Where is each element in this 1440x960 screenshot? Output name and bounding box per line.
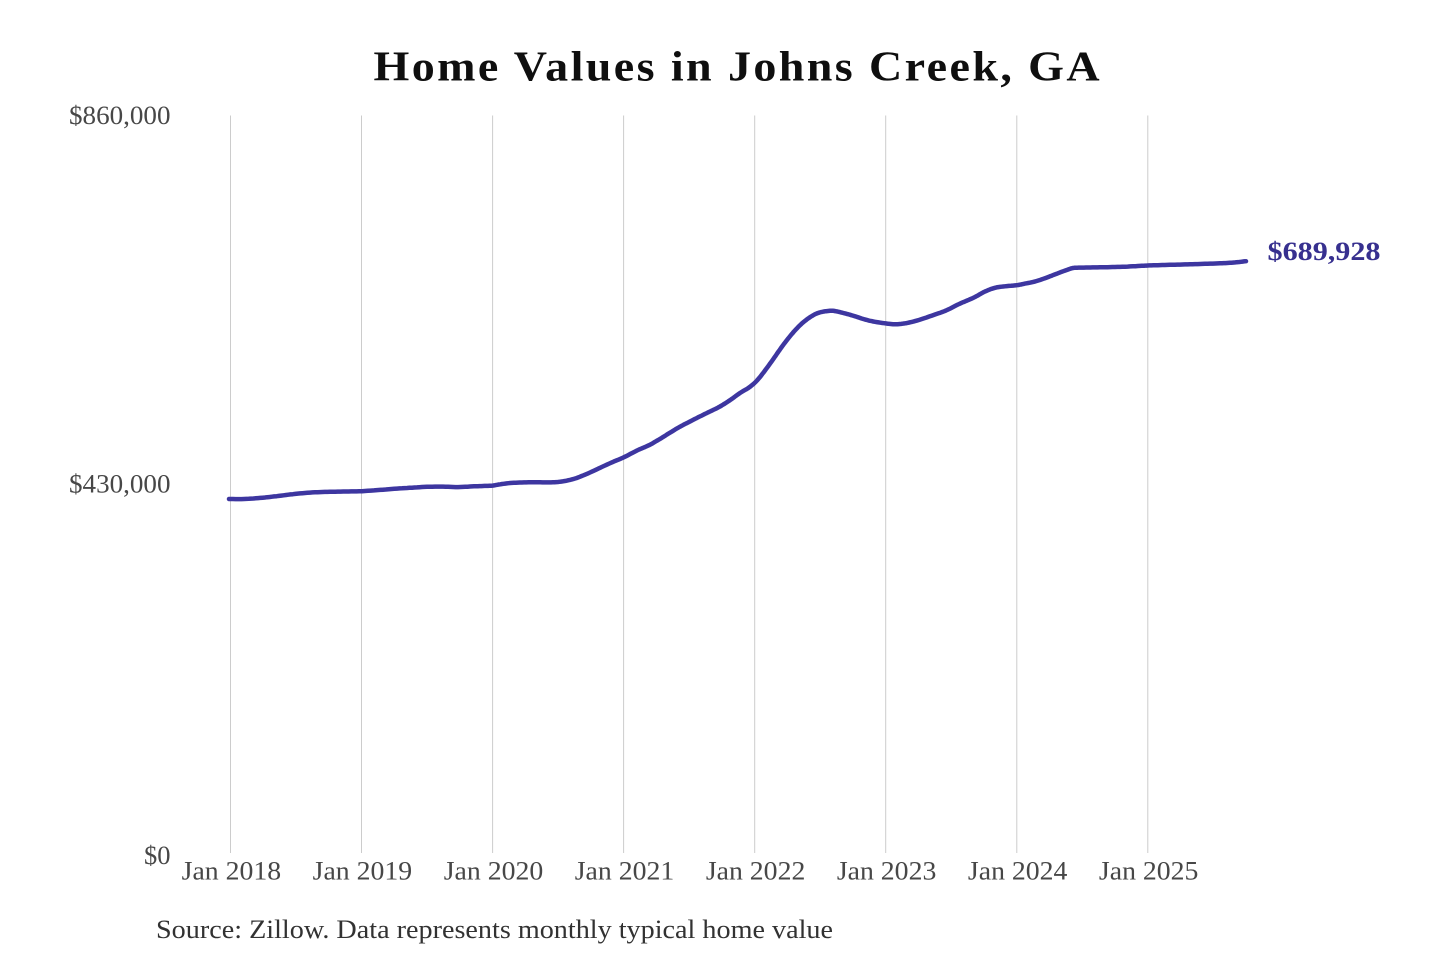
svg-text:Jan 2020: Jan 2020 <box>444 857 544 886</box>
svg-text:$689,928: $689,928 <box>1268 237 1381 266</box>
svg-text:Home Values in Johns Creek, GA: Home Values in Johns Creek, GA <box>374 44 1103 90</box>
svg-text:Jan 2019: Jan 2019 <box>313 857 413 886</box>
svg-text:$860,000: $860,000 <box>69 101 171 130</box>
svg-text:Jan 2022: Jan 2022 <box>706 857 806 886</box>
svg-text:$430,000: $430,000 <box>69 470 171 499</box>
svg-text:Jan 2025: Jan 2025 <box>1099 857 1199 886</box>
svg-text:Jan 2023: Jan 2023 <box>837 857 937 886</box>
svg-text:Source: Zillow. Data represent: Source: Zillow. Data represents monthly … <box>156 915 833 944</box>
svg-text:$0: $0 <box>144 841 171 870</box>
svg-text:Jan 2024: Jan 2024 <box>968 857 1068 886</box>
svg-text:Jan 2021: Jan 2021 <box>575 857 675 886</box>
svg-text:Jan 2018: Jan 2018 <box>182 857 282 886</box>
